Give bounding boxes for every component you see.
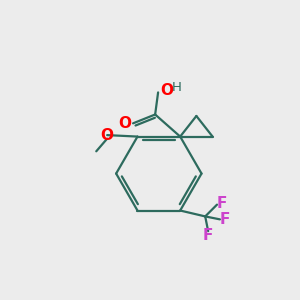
Text: H: H: [172, 81, 182, 94]
Text: O: O: [101, 128, 114, 142]
Text: F: F: [203, 228, 213, 243]
Text: O: O: [118, 116, 131, 131]
Text: F: F: [219, 212, 230, 227]
Text: F: F: [216, 196, 226, 211]
Text: O: O: [160, 83, 173, 98]
